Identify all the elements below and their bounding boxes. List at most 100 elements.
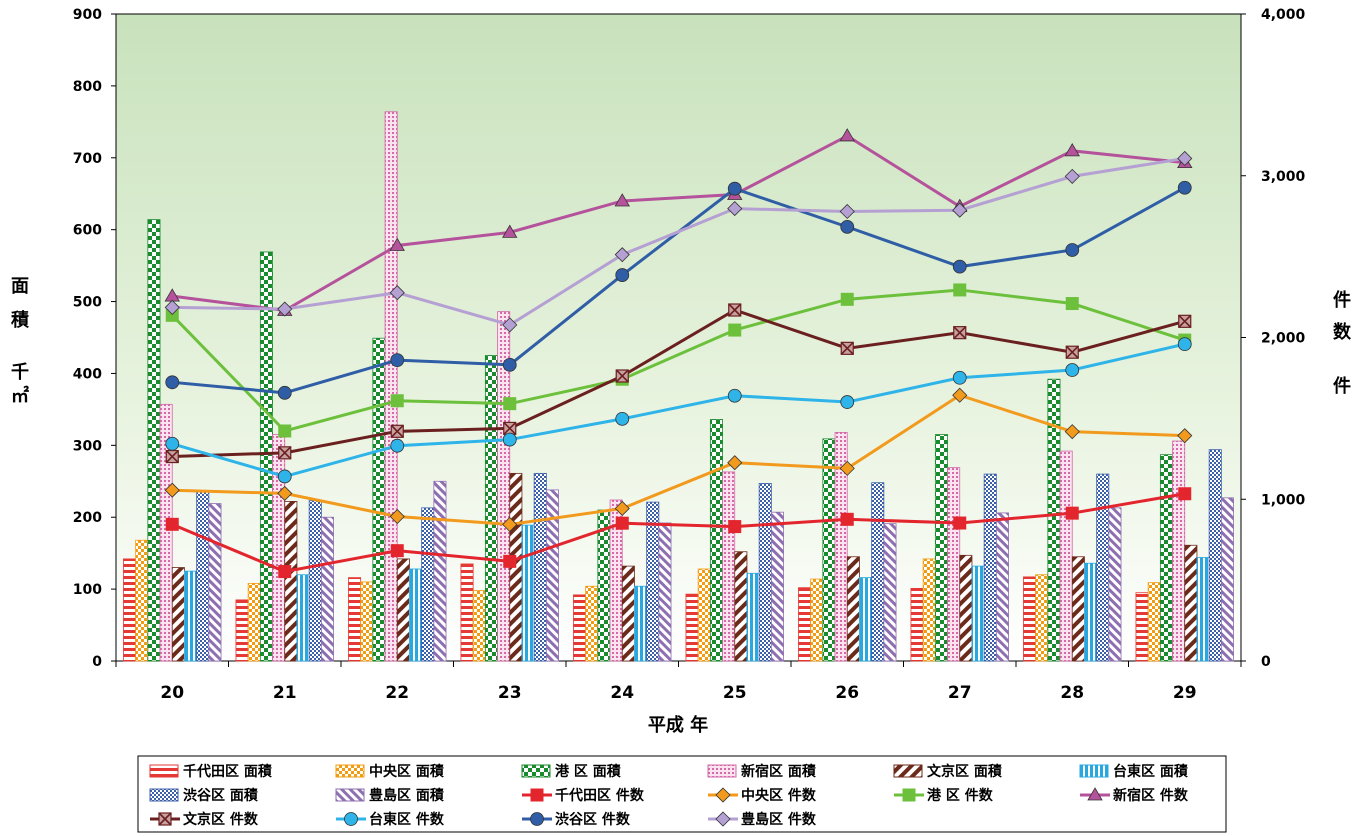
data-point bbox=[278, 424, 292, 438]
data-point-cross bbox=[165, 449, 179, 464]
data-point bbox=[1065, 297, 1079, 311]
x-axis-title: 平成 年 bbox=[648, 714, 708, 736]
data-point bbox=[614, 247, 630, 263]
data-point bbox=[615, 268, 630, 282]
legend-label: 文京区 面積 bbox=[927, 763, 1003, 780]
bar bbox=[722, 471, 736, 662]
legend-label: 文京区 件数 bbox=[183, 811, 259, 828]
series-line bbox=[172, 156, 1185, 327]
bar bbox=[1184, 544, 1198, 662]
bar bbox=[798, 587, 812, 662]
data-point-cross bbox=[1065, 345, 1079, 359]
data-point bbox=[1064, 143, 1080, 157]
bar bbox=[1220, 497, 1234, 662]
bar bbox=[1047, 378, 1061, 662]
data-point bbox=[727, 201, 743, 217]
y-axis-title-left: 面 積 千 ㎡ bbox=[10, 276, 30, 407]
x-tick-label: 27 bbox=[948, 683, 972, 703]
data-point bbox=[839, 128, 855, 142]
legend-swatch bbox=[707, 764, 737, 778]
data-point bbox=[728, 520, 742, 534]
legend-label: 港 区 面積 bbox=[555, 763, 622, 780]
bar bbox=[995, 512, 1009, 662]
bar bbox=[573, 594, 587, 662]
data-point bbox=[502, 432, 517, 447]
data-point bbox=[502, 317, 518, 333]
right-axis: 0 1,000 2,000 3,000 4,000 bbox=[1241, 7, 1306, 670]
data-point bbox=[165, 375, 180, 390]
data-point bbox=[277, 485, 293, 501]
bar bbox=[259, 251, 273, 662]
data-point bbox=[952, 370, 967, 385]
bar bbox=[320, 516, 334, 662]
legend-box bbox=[137, 755, 1227, 833]
data-point bbox=[1064, 424, 1080, 440]
bar bbox=[123, 558, 137, 662]
bar bbox=[770, 511, 784, 662]
data-point bbox=[1064, 168, 1080, 184]
data-point bbox=[390, 544, 404, 558]
bar bbox=[910, 587, 924, 662]
bar bbox=[421, 507, 435, 662]
data-point-cross bbox=[278, 446, 292, 460]
bar bbox=[348, 577, 362, 662]
bar bbox=[859, 577, 873, 662]
data-point bbox=[1177, 180, 1192, 195]
data-point bbox=[952, 387, 968, 403]
data-point bbox=[389, 285, 405, 301]
legend-label: 渋谷区 件数 bbox=[555, 811, 631, 828]
series-line bbox=[171, 492, 1186, 574]
bar bbox=[1108, 507, 1122, 662]
bar bbox=[734, 551, 748, 662]
x-tick-label: 26 bbox=[835, 683, 859, 703]
bar bbox=[646, 501, 660, 662]
bar bbox=[634, 585, 648, 662]
x-tick-label: 23 bbox=[498, 683, 522, 703]
data-point-cross bbox=[728, 303, 742, 317]
bar bbox=[396, 558, 410, 662]
data-point bbox=[1065, 506, 1079, 520]
bar bbox=[184, 570, 198, 662]
data-point-cross bbox=[615, 369, 629, 383]
data-point bbox=[1065, 363, 1080, 377]
bar bbox=[585, 585, 599, 662]
bar bbox=[521, 524, 535, 662]
data-point bbox=[389, 237, 405, 251]
bar bbox=[360, 581, 374, 662]
x-tick-label: 29 bbox=[1173, 683, 1197, 703]
bar bbox=[934, 434, 948, 662]
data-point-cross bbox=[503, 421, 517, 435]
bar bbox=[947, 467, 961, 662]
x-tick-label: 28 bbox=[1060, 683, 1084, 703]
ylabel-right-2: 件 bbox=[1333, 375, 1351, 397]
bar bbox=[135, 539, 149, 662]
bar bbox=[1084, 562, 1098, 662]
bar bbox=[235, 599, 249, 662]
left-tick-label: 800 bbox=[73, 79, 102, 95]
bar bbox=[1196, 557, 1210, 662]
bar bbox=[159, 403, 173, 662]
legend-label: 台東区 件数 bbox=[369, 811, 445, 828]
data-point bbox=[615, 516, 629, 530]
ylabel-right-0: 件 bbox=[1333, 289, 1351, 311]
data-point bbox=[952, 202, 968, 218]
data-point-cross bbox=[158, 812, 172, 826]
data-point bbox=[277, 469, 292, 484]
bar bbox=[545, 489, 559, 662]
right-tick-label: 3,000 bbox=[1261, 169, 1306, 185]
bar bbox=[597, 509, 611, 662]
series-line bbox=[172, 308, 1186, 459]
bar bbox=[746, 572, 760, 662]
bar bbox=[1208, 449, 1222, 662]
lines bbox=[164, 128, 1193, 579]
bar bbox=[1059, 450, 1073, 662]
bar bbox=[296, 574, 310, 662]
bar bbox=[971, 565, 985, 662]
legend-swatch bbox=[149, 788, 179, 802]
bar bbox=[208, 503, 222, 662]
data-point bbox=[164, 299, 180, 315]
data-point bbox=[530, 788, 544, 802]
data-point bbox=[344, 812, 358, 826]
left-axis: 0 100 200 300 400 500 600 700 800 900 bbox=[73, 7, 116, 670]
data-point bbox=[1177, 150, 1193, 167]
